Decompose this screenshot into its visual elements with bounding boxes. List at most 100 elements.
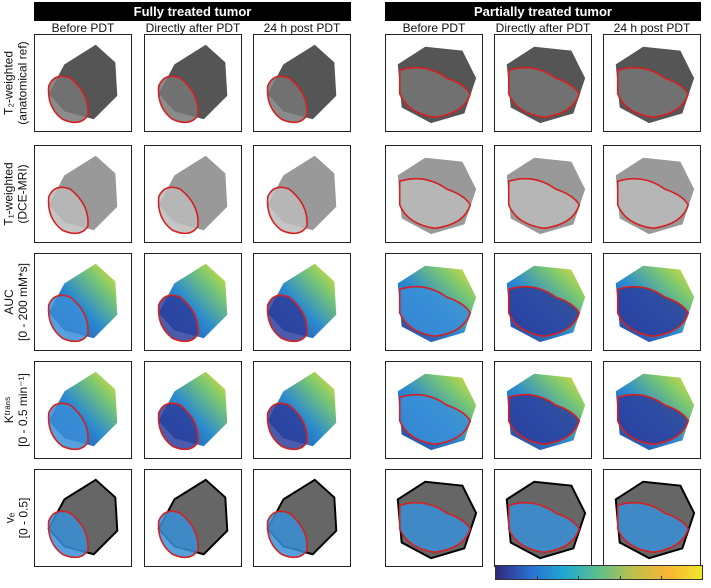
image-panel (494, 253, 592, 351)
row-label-text: T₂-weighted (anatomical ref) (2, 41, 30, 125)
row-label-text: vₑ [0 - 0.5] (2, 497, 30, 539)
image-panel (34, 34, 132, 132)
row-label-text: AUC [0 - 200 mM*s] (2, 262, 30, 342)
roi-outline (47, 402, 89, 451)
column-label: 24 h post PDT (613, 21, 691, 35)
tumor-image (266, 263, 337, 343)
row-label-text: Kᵗʳᵃⁿˢ [0 - 0.5 min⁻¹] (2, 373, 30, 447)
image-panel (253, 145, 351, 243)
roi-outline (157, 510, 199, 559)
image-panel (253, 469, 351, 567)
roi-outline (266, 294, 308, 343)
image-panel (494, 361, 592, 459)
image-panel (385, 469, 483, 567)
group-header: Partially treated tumor (385, 2, 701, 21)
roi-outline (616, 393, 690, 446)
group-header: Fully treated tumor (34, 2, 351, 21)
image-panel (144, 145, 242, 243)
image-panel (385, 361, 483, 459)
tumor-image (615, 265, 695, 343)
tumor-image (47, 263, 118, 343)
tumor-image (157, 478, 229, 559)
tumor-image (506, 373, 586, 451)
roi-outline (157, 402, 199, 451)
image-panel (144, 34, 242, 132)
roi-outline (266, 75, 308, 124)
roi-outline (616, 177, 690, 230)
roi-outline (616, 285, 690, 338)
image-panel (34, 469, 132, 567)
column-label: Before PDT (402, 21, 466, 35)
image-panel (603, 145, 701, 243)
tumor-image (47, 478, 119, 559)
roi-outline (616, 501, 690, 554)
tumor-image (266, 44, 337, 124)
image-panel (494, 145, 592, 243)
image-panel (34, 361, 132, 459)
colorbar-tick (619, 576, 621, 580)
roi-outline (398, 285, 472, 338)
roi-outline (507, 177, 581, 230)
tumor-image (157, 263, 228, 343)
column-label: Before PDT (51, 21, 115, 35)
column-label: Directly after PDT (145, 21, 241, 35)
roi-outline (266, 186, 308, 235)
image-panel (144, 469, 242, 567)
tumor-image (397, 265, 477, 343)
roi-outline (398, 501, 472, 554)
roi-outline (398, 177, 472, 230)
tumor-image (47, 44, 118, 124)
tumor-image (397, 157, 477, 235)
tumor-image (47, 155, 118, 235)
image-panel (253, 253, 351, 351)
roi-outline (398, 393, 472, 446)
roi-outline (47, 510, 89, 559)
image-panel (253, 361, 351, 459)
colorbar-tick (537, 576, 539, 580)
image-panel (603, 34, 701, 132)
tumor-image (615, 157, 695, 235)
roi-outline (507, 66, 581, 119)
roi-outline (47, 186, 89, 235)
row-label: T₁-weighted (DCE-MRI) (0, 145, 32, 243)
image-panel (385, 253, 483, 351)
colorbar-tick (578, 576, 580, 580)
roi-outline (47, 75, 89, 124)
tumor-image (157, 371, 228, 451)
roi-outline (507, 393, 581, 446)
row-label: vₑ [0 - 0.5] (0, 469, 32, 567)
tumor-image (506, 46, 586, 124)
tumor-image (506, 265, 586, 343)
tumor-image (157, 44, 228, 124)
column-label: Directly after PDT (495, 21, 591, 35)
tumor-image (157, 155, 228, 235)
roi-outline (398, 66, 472, 119)
roi-outline (507, 285, 581, 338)
column-label: 24 h post PDT (263, 21, 341, 35)
colorbar-tick (660, 576, 662, 580)
tumor-image (505, 480, 587, 560)
image-panel (494, 469, 592, 567)
roi-outline (616, 66, 690, 119)
tumor-image (47, 371, 118, 451)
roi-outline (157, 294, 199, 343)
image-panel (144, 253, 242, 351)
roi-outline (157, 75, 199, 124)
roi-outline (507, 501, 581, 554)
roi-outline (47, 294, 89, 343)
row-label: AUC [0 - 200 mM*s] (0, 253, 32, 351)
image-panel (603, 253, 701, 351)
tumor-image (397, 46, 477, 124)
tumor-image (266, 155, 337, 235)
roi-outline (266, 510, 308, 559)
tumor-image (615, 373, 695, 451)
row-label: T₂-weighted (anatomical ref) (0, 34, 32, 132)
image-panel (144, 361, 242, 459)
tumor-image (506, 157, 586, 235)
tumor-image (266, 478, 338, 559)
tumor-image (396, 480, 478, 560)
image-panel (34, 253, 132, 351)
tumor-image (266, 371, 337, 451)
tumor-image (397, 373, 477, 451)
image-panel (603, 361, 701, 459)
